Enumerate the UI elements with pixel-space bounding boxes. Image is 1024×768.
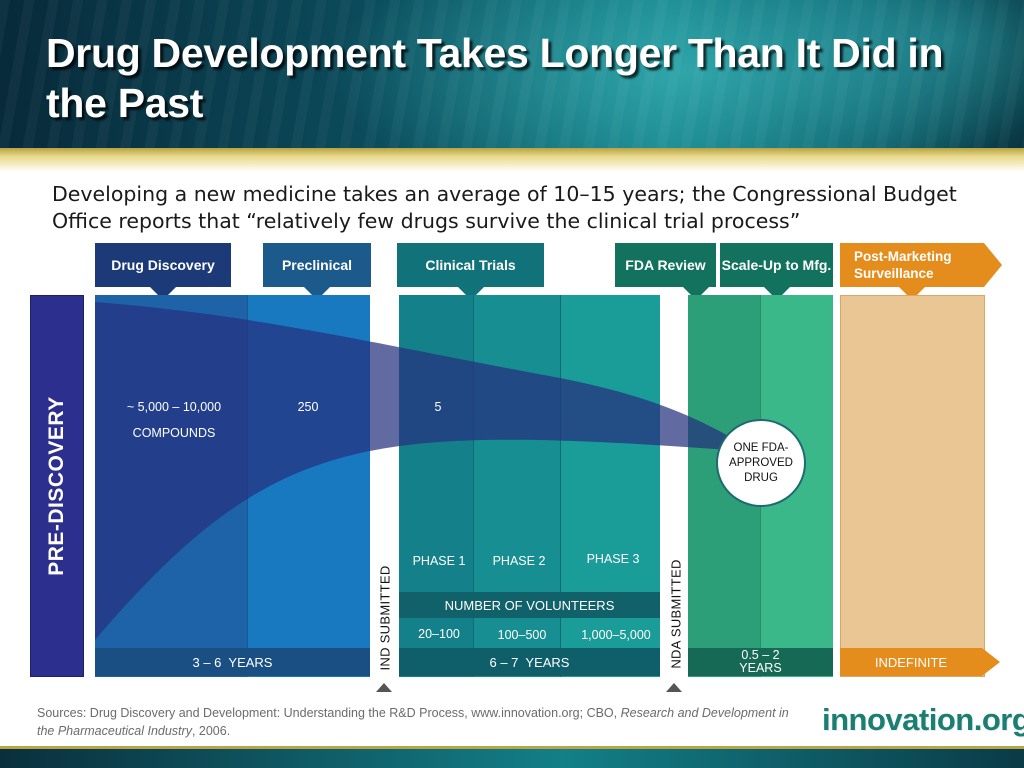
stage-drug-discovery: Drug Discovery: [95, 243, 231, 300]
stage-clinical-trials: Clinical Trials: [397, 243, 544, 300]
duration-discovery-preclinical: 3 – 6 YEARS: [95, 648, 370, 676]
approved-drug-oval: ONE FDA-APPROVED DRUG: [716, 419, 806, 507]
duration-post-marketing-label: INDEFINITE: [874, 654, 948, 670]
sources-title: Research and Development in the Pharmace…: [37, 706, 789, 738]
sources-citation: Sources: Drug Discovery and Development:…: [37, 704, 807, 740]
nda-marker-icon: [666, 683, 682, 692]
compounds-label: COMPOUNDS: [132, 426, 216, 440]
page-title: Drug Development Takes Longer Than It Di…: [46, 30, 944, 126]
duration-clinical: 6 – 7 YEARS: [399, 648, 660, 676]
stage-post-marketing-label: Post-Marketing Surveillance: [854, 249, 952, 281]
volunteers-bar: NUMBER OF VOLUNTEERS: [399, 592, 660, 618]
stage-scale-up: Scale-Up to Mfg.: [720, 243, 833, 300]
header-decoration: [0, 0, 1024, 148]
ind-marker-icon: [376, 683, 392, 692]
stage-arrowhead: [984, 243, 1002, 287]
stage-fda-review-label: FDA Review: [625, 257, 706, 273]
footer-bar: [0, 746, 1024, 768]
stage-post-marketing: Post-Marketing Surveillance: [840, 243, 1002, 300]
stage-preclinical-label: Preclinical: [281, 257, 353, 273]
clinical-count: 5: [434, 400, 442, 414]
header-divider: [0, 148, 1024, 172]
duration-review-scaleup-label: 0.5 – 2 YEARS: [739, 648, 782, 675]
subtitle: Developing a new medicine takes an avera…: [52, 182, 957, 233]
stage-clinical-trials-label: Clinical Trials: [425, 257, 516, 273]
sources-prefix: Sources: Drug Discovery and Development:…: [37, 706, 621, 720]
duration-discovery-preclinical-label: 3 – 6 YEARS: [192, 654, 273, 670]
funnel-shape: [95, 302, 755, 640]
ind-submitted-label: IND SUBMITTED: [377, 565, 393, 671]
innovation-logo: innovation.org: [822, 702, 1024, 737]
phase-1-label: PHASE 1: [412, 554, 466, 568]
duration-post-marketing: INDEFINITE: [840, 648, 1000, 676]
volunteers-label: NUMBER OF VOLUNTEERS: [444, 597, 615, 613]
post-marketing-column: [840, 295, 985, 677]
phase-2-label: PHASE 2: [492, 554, 546, 568]
compounds-count: ~ 5,000 – 10,000: [126, 400, 222, 414]
duration-clinical-label: 6 – 7 YEARS: [489, 654, 570, 670]
header-banner: Drug Development Takes Longer Than It Di…: [0, 0, 1024, 148]
duration-arrowhead: [982, 648, 1000, 676]
phase-2-volunteers: 100–500: [497, 628, 547, 642]
preclinical-count: 250: [297, 400, 319, 414]
approved-drug-label: ONE FDA-APPROVED DRUG: [729, 441, 793, 484]
duration-review-scaleup: 0.5 – 2 YEARS: [688, 648, 833, 676]
pre-discovery-column: PRE-DISCOVERY: [30, 295, 84, 677]
phase-1-volunteers: 20–100: [418, 627, 460, 641]
stage-drug-discovery-label: Drug Discovery: [111, 257, 215, 273]
phase-3-volunteers: 1,000–5,000: [581, 628, 651, 642]
nda-submitted-label: NDA SUBMITTED: [668, 559, 684, 669]
phase-3-label: PHASE 3: [586, 552, 640, 566]
sources-suffix: , 2006.: [191, 724, 231, 738]
stage-scale-up-label: Scale-Up to Mfg.: [721, 257, 832, 273]
